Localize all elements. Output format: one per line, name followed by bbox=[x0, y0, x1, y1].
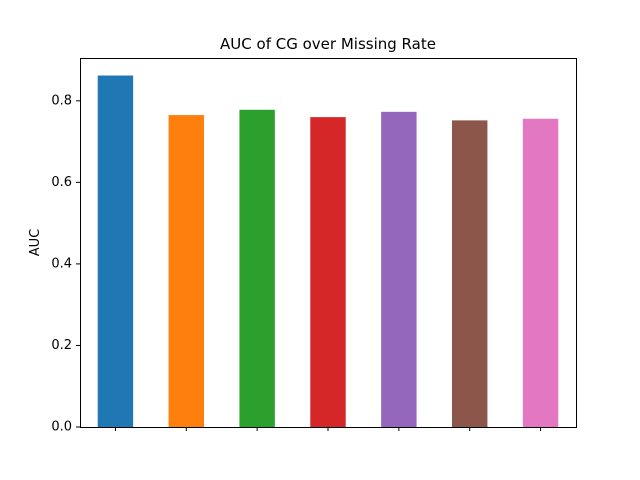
y-axis-ticks: 0.0 0.2 0.4 0.6 0.8 bbox=[51, 93, 80, 435]
x-tick-label: lpha3 bbox=[391, 435, 406, 471]
bar-lpha4 bbox=[452, 120, 488, 427]
bar-lpha2 bbox=[310, 117, 346, 427]
x-tick-label: lpha2 bbox=[321, 435, 336, 471]
x-tick-label: nplete bbox=[108, 435, 123, 476]
y-tick-label: 0.0 bbox=[51, 420, 72, 435]
y-tick-label: 0.4 bbox=[51, 256, 72, 271]
y-tick-label: 0.2 bbox=[51, 338, 72, 353]
bars-group bbox=[97, 75, 559, 428]
x-tick-label: lpha5 bbox=[533, 435, 548, 471]
bar-lpha3 bbox=[381, 111, 417, 428]
y-tick-label: 0.8 bbox=[51, 93, 72, 108]
bar-lpha5 bbox=[522, 118, 559, 427]
bar-nplete bbox=[97, 75, 134, 428]
bar-lpha1 bbox=[239, 109, 275, 427]
plot-frame bbox=[80, 58, 577, 428]
bar-lpha0 bbox=[168, 115, 204, 427]
y-tick-label: 0.6 bbox=[51, 175, 72, 190]
x-axis-ticks: nplete lpha0 lpha1 lpha2 lpha3 lpha4 lpha5 bbox=[108, 427, 548, 476]
x-tick-label: lpha1 bbox=[250, 435, 265, 471]
x-tick-label: lpha4 bbox=[462, 435, 477, 471]
x-tick-label: lpha0 bbox=[179, 435, 194, 471]
y-axis-label: AUC bbox=[28, 229, 43, 257]
chart-title: AUC of CG over Missing Rate bbox=[220, 35, 436, 53]
